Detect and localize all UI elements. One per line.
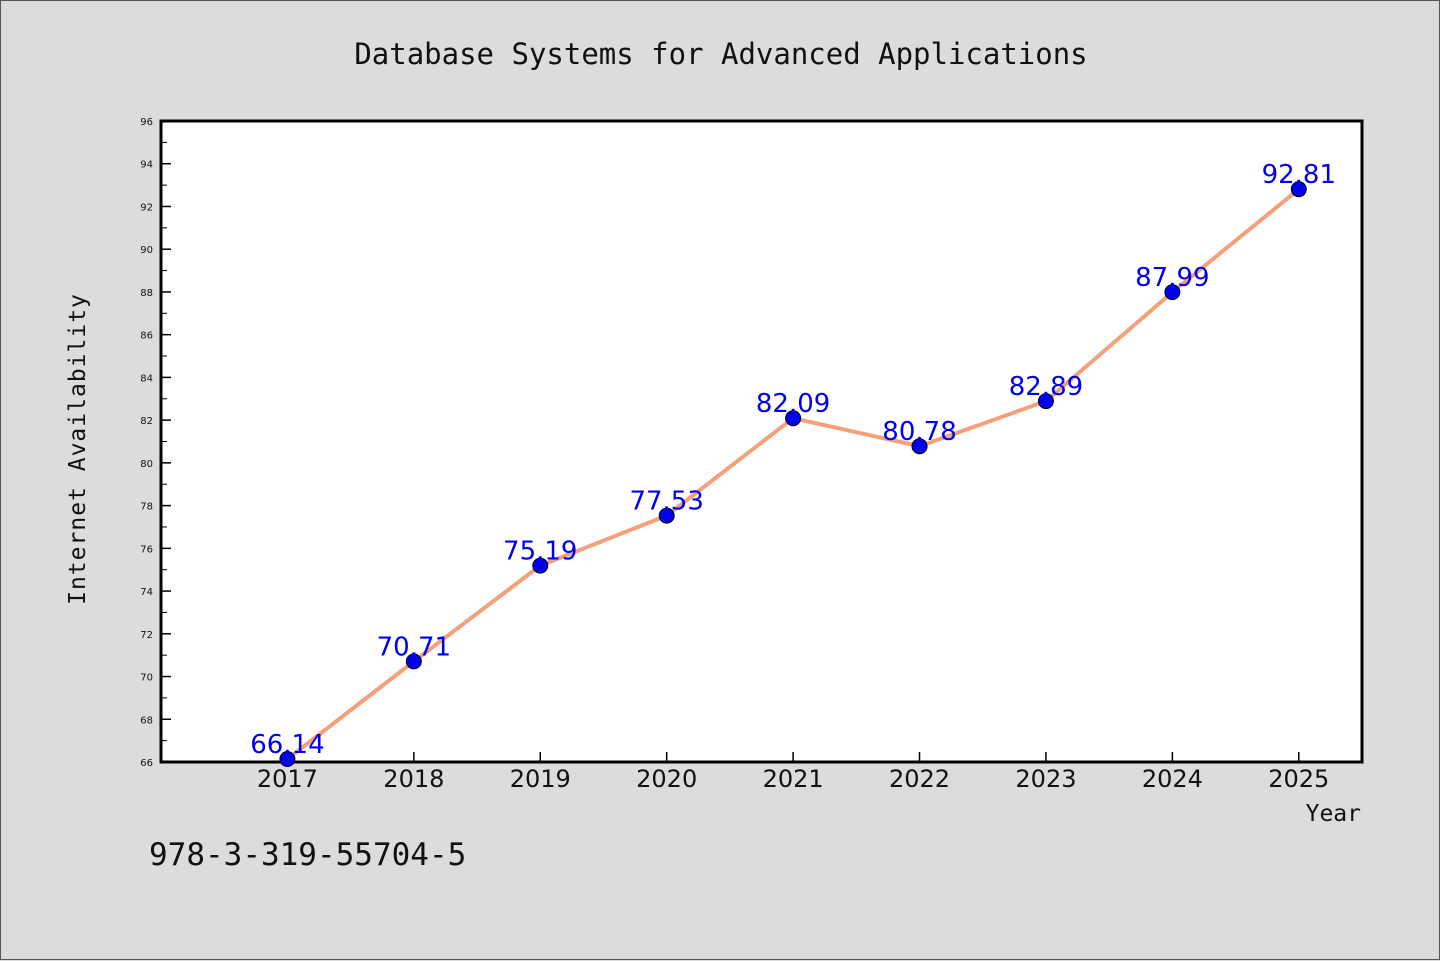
data-point <box>1164 284 1181 301</box>
y-tick-label: 76 <box>140 544 153 555</box>
x-tick-label: 2024 <box>1142 765 1203 793</box>
data-point <box>658 507 675 524</box>
y-tick-label: 88 <box>140 288 153 299</box>
x-tick-label: 2017 <box>257 765 318 793</box>
data-label: 92.81 <box>1262 160 1336 190</box>
data-labels: 66.14 70.71 75.19 77.53 82.09 80.78 82.89 87.99… <box>250 160 1336 760</box>
y-tick-label: 84 <box>140 373 153 384</box>
y-tick-label: 74 <box>140 587 153 598</box>
data-point <box>1037 393 1054 410</box>
data-point <box>279 751 296 768</box>
y-tick-label: 72 <box>140 630 153 641</box>
y-tick-label: 80 <box>140 459 153 470</box>
chart-title: Database Systems for Advanced Applicatio… <box>354 37 1087 71</box>
y-tick-label: 78 <box>140 502 153 513</box>
y-tick-label: 82 <box>140 416 153 427</box>
y-tick-label: 86 <box>140 331 153 342</box>
series-markers <box>279 181 1307 768</box>
data-label: 75.19 <box>503 537 577 567</box>
x-tick-label: 2025 <box>1268 765 1329 793</box>
isbn-annotation: 978-3-319-55704-5 <box>149 837 466 873</box>
data-point <box>1290 181 1307 198</box>
y-tick-label: 94 <box>140 160 153 171</box>
x-tick-label: 2021 <box>763 765 824 793</box>
data-label: 87.99 <box>1135 263 1209 293</box>
y-tick-label: 66 <box>140 758 153 769</box>
data-label: 77.53 <box>629 487 703 517</box>
y-axis-ticks: 66 68 70 72 74 76 78 80 82 84 86 88 90 92 94 96 <box>140 117 171 769</box>
y-tick-label: 70 <box>140 673 153 684</box>
data-label: 70.71 <box>377 632 451 662</box>
x-tick-label: 2022 <box>889 765 950 793</box>
x-axis-label: Year <box>1306 801 1361 827</box>
x-tick-label: 2018 <box>383 765 444 793</box>
data-point <box>785 410 802 427</box>
x-tick-label: 2023 <box>1015 765 1076 793</box>
y-tick-label: 92 <box>140 202 153 213</box>
y-tick-label: 96 <box>140 117 153 128</box>
data-point <box>911 438 928 455</box>
data-label: 82.09 <box>756 389 830 419</box>
data-point <box>532 557 549 574</box>
data-label: 80.78 <box>882 417 956 447</box>
data-label: 66.14 <box>250 730 324 760</box>
x-tick-label: 2019 <box>510 765 571 793</box>
data-point <box>405 653 422 670</box>
y-tick-label: 68 <box>140 715 153 726</box>
y-axis-label: Internet Availability <box>65 293 91 605</box>
y-tick-label: 90 <box>140 245 153 256</box>
data-label: 82.89 <box>1009 372 1083 402</box>
x-tick-label: 2020 <box>636 765 697 793</box>
x-axis-ticks: 2017 2018 2019 2020 2021 2022 2023 2024 2025 <box>160 752 1329 793</box>
